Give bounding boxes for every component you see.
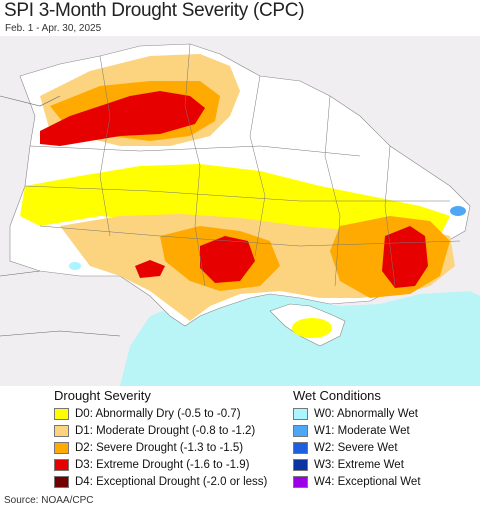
swatch-w3	[293, 459, 308, 471]
legend-item-w3: W3: Extreme Wet	[293, 457, 404, 473]
legend-item-d1: D1: Moderate Drought (-0.8 to -1.2)	[54, 423, 255, 439]
black-sea	[120, 291, 480, 386]
legend-item-w2: W2: Severe Wet	[293, 440, 398, 456]
legend-label-w3: W3: Extreme Wet	[314, 459, 404, 471]
legend-item-d0: D0: Abnormally Dry (-0.5 to -0.7)	[54, 406, 241, 422]
crimea-d0	[292, 318, 332, 338]
legend: Drought Severity Wet Conditions D0: Abno…	[0, 388, 480, 492]
swatch-w0	[293, 408, 308, 420]
d3-central	[200, 236, 255, 283]
swatch-d1	[54, 425, 69, 437]
oblast-borders	[24, 43, 461, 287]
drought-heading: Drought Severity	[54, 388, 151, 403]
d3-north-west	[40, 91, 205, 146]
map-title: SPI 3-Month Drought Severity (CPC)	[4, 0, 305, 21]
legend-item-w1: W1: Moderate Wet	[293, 423, 410, 439]
swatch-d4	[54, 476, 69, 488]
legend-label-d4: D4: Exceptional Drought (-2.0 or less)	[75, 476, 268, 488]
legend-item-d2: D2: Severe Drought (-1.3 to -1.5)	[54, 440, 243, 456]
swatch-d3	[54, 459, 69, 471]
legend-label-d2: D2: Severe Drought (-1.3 to -1.5)	[75, 442, 244, 454]
legend-label-w2: W2: Severe Wet	[314, 442, 398, 454]
w0-west	[69, 262, 81, 270]
d0-central-band	[20, 164, 450, 241]
swatch-w2	[293, 442, 308, 454]
legend-label-d1: D1: Moderate Drought (-0.8 to -1.2)	[75, 425, 256, 437]
swatch-d0	[54, 408, 69, 420]
legend-item-d3: D3: Extreme Drought (-1.6 to -1.9)	[54, 457, 249, 473]
drought-map	[0, 36, 480, 386]
wet-heading: Wet Conditions	[293, 388, 381, 403]
swatch-w1	[293, 425, 308, 437]
legend-label-w0: W0: Abnormally Wet	[314, 408, 418, 420]
legend-item-d4: D4: Exceptional Drought (-2.0 or less)	[54, 474, 267, 490]
swatch-w4	[293, 476, 308, 488]
legend-item-w4: W4: Exceptional Wet	[293, 474, 421, 490]
source-credit: Source: NOAA/CPC	[4, 495, 94, 506]
swatch-d2	[54, 442, 69, 454]
legend-label-w1: W1: Moderate Wet	[314, 425, 410, 437]
legend-item-w0: W0: Abnormally Wet	[293, 406, 418, 422]
legend-label-d3: D3: Extreme Drought (-1.6 to -1.9)	[75, 459, 250, 471]
d3-south-west	[135, 260, 165, 278]
legend-label-w4: W4: Exceptional Wet	[314, 476, 421, 488]
legend-label-d0: D0: Abnormally Dry (-0.5 to -0.7)	[75, 408, 241, 420]
map-subtitle: Feb. 1 - Apr. 30, 2025	[5, 23, 102, 34]
neighbor-borders	[0, 95, 121, 337]
w1-east-edge	[450, 206, 466, 216]
